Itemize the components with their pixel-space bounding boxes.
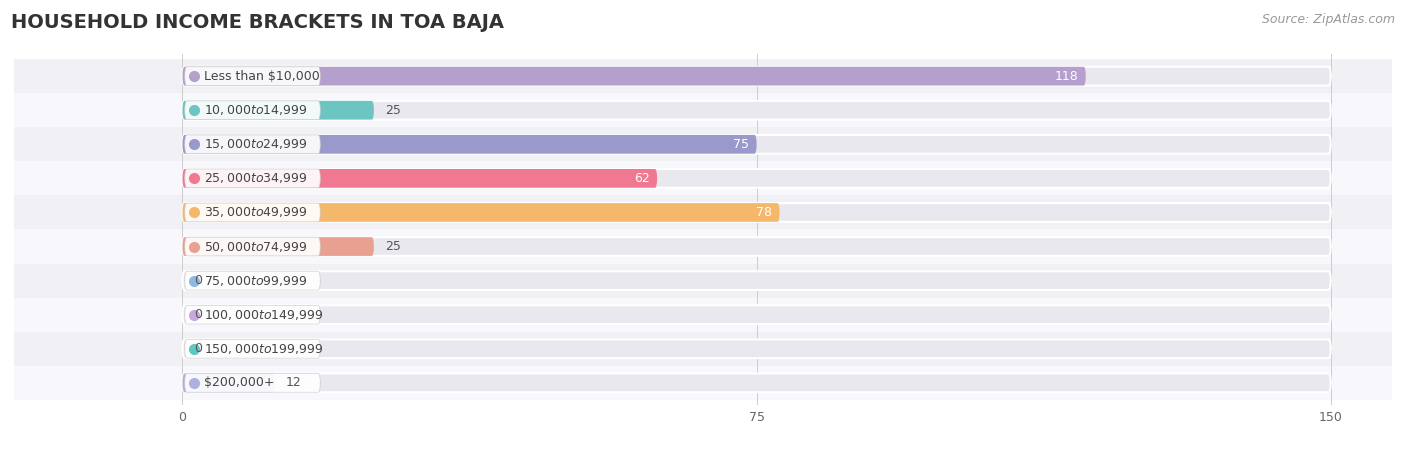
Text: 12: 12 <box>285 376 301 389</box>
Text: Source: ZipAtlas.com: Source: ZipAtlas.com <box>1261 14 1395 27</box>
FancyBboxPatch shape <box>183 135 1330 154</box>
Text: $50,000 to $74,999: $50,000 to $74,999 <box>204 239 308 253</box>
FancyBboxPatch shape <box>183 169 1330 188</box>
Text: 0: 0 <box>194 274 202 287</box>
FancyBboxPatch shape <box>183 305 1330 324</box>
FancyBboxPatch shape <box>183 67 1330 86</box>
FancyBboxPatch shape <box>184 237 321 256</box>
Text: 75: 75 <box>733 138 749 151</box>
FancyBboxPatch shape <box>183 374 274 392</box>
FancyBboxPatch shape <box>183 203 1330 222</box>
FancyBboxPatch shape <box>183 135 756 154</box>
FancyBboxPatch shape <box>183 169 657 188</box>
Bar <box>14 195 1392 230</box>
Text: HOUSEHOLD INCOME BRACKETS IN TOA BAJA: HOUSEHOLD INCOME BRACKETS IN TOA BAJA <box>11 14 505 32</box>
FancyBboxPatch shape <box>183 374 1330 392</box>
Bar <box>14 127 1392 162</box>
Text: Less than $10,000: Less than $10,000 <box>204 70 319 83</box>
FancyBboxPatch shape <box>184 339 321 358</box>
Bar <box>14 230 1392 264</box>
FancyBboxPatch shape <box>184 169 321 188</box>
Bar <box>14 366 1392 400</box>
Bar <box>14 264 1392 297</box>
Text: $10,000 to $14,999: $10,000 to $14,999 <box>204 103 308 117</box>
Text: $75,000 to $99,999: $75,000 to $99,999 <box>204 274 308 288</box>
FancyBboxPatch shape <box>183 101 374 120</box>
Text: $15,000 to $24,999: $15,000 to $24,999 <box>204 137 308 151</box>
Text: 0: 0 <box>194 308 202 321</box>
FancyBboxPatch shape <box>184 203 321 222</box>
Text: 0: 0 <box>194 342 202 355</box>
Text: 25: 25 <box>385 240 401 253</box>
Text: $25,000 to $34,999: $25,000 to $34,999 <box>204 171 308 185</box>
FancyBboxPatch shape <box>183 237 1330 256</box>
Text: $150,000 to $199,999: $150,000 to $199,999 <box>204 342 323 356</box>
FancyBboxPatch shape <box>184 305 321 324</box>
FancyBboxPatch shape <box>183 203 779 222</box>
Text: $100,000 to $149,999: $100,000 to $149,999 <box>204 308 323 322</box>
FancyBboxPatch shape <box>184 135 321 154</box>
FancyBboxPatch shape <box>184 101 321 120</box>
Text: 62: 62 <box>634 172 650 185</box>
Bar <box>14 162 1392 195</box>
Bar <box>14 93 1392 127</box>
FancyBboxPatch shape <box>184 67 321 86</box>
FancyBboxPatch shape <box>183 67 1085 86</box>
Text: 25: 25 <box>385 104 401 117</box>
Text: $200,000+: $200,000+ <box>204 376 274 389</box>
FancyBboxPatch shape <box>184 374 321 392</box>
Bar <box>14 297 1392 332</box>
Text: 118: 118 <box>1054 70 1078 83</box>
Text: 78: 78 <box>756 206 772 219</box>
FancyBboxPatch shape <box>183 339 1330 358</box>
FancyBboxPatch shape <box>184 271 321 290</box>
FancyBboxPatch shape <box>183 101 1330 120</box>
Bar <box>14 59 1392 93</box>
FancyBboxPatch shape <box>183 237 374 256</box>
Bar <box>14 332 1392 366</box>
FancyBboxPatch shape <box>183 271 1330 290</box>
Text: $35,000 to $49,999: $35,000 to $49,999 <box>204 206 308 220</box>
